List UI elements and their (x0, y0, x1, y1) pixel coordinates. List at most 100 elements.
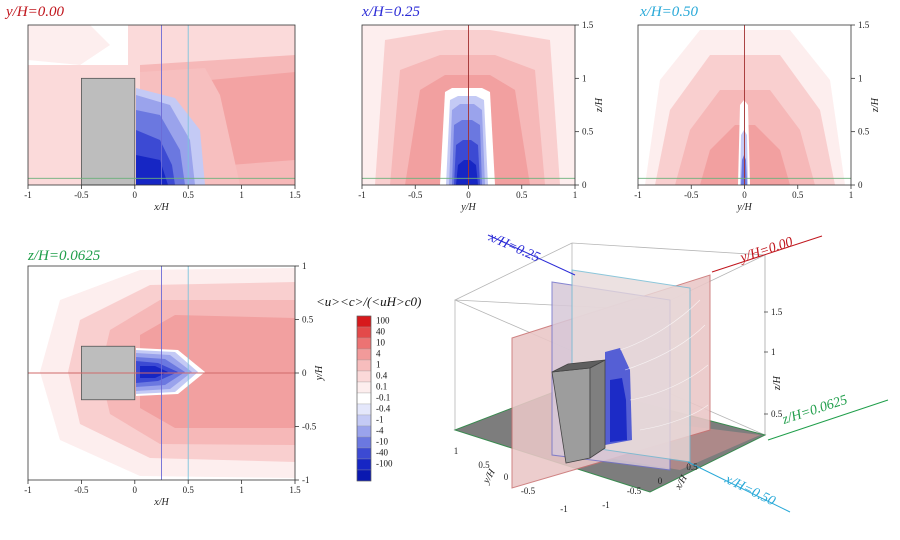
colorbar-level: 0.4 (376, 371, 388, 381)
colorbar-swatch (356, 337, 372, 350)
x-tick-label: 1 (239, 485, 244, 495)
colorbar-swatch (356, 348, 372, 361)
colorbar-swatch (356, 425, 372, 438)
perspective-view: x/H=0.25 y/H=0.00 z/H=0.0625 x/H=0.50 0.… (453, 230, 889, 514)
perspective-y-tick: -0.5 (521, 486, 536, 496)
colorbar-level: 1 (376, 360, 381, 370)
perspective-y-tick: 0.5 (478, 460, 490, 470)
x-tick-label: 0 (133, 190, 138, 200)
panel-y-000: -1 -0.5 0 0.5 1 1.5 x/H y/H=0.00 (4, 4, 301, 213)
colorbar-frame (356, 315, 372, 482)
colorbar-level: -0.4 (376, 404, 391, 414)
x-tick-label: -0.5 (684, 190, 699, 200)
perspective-contours (619, 299, 709, 431)
perspective-y-tick: 1 (454, 446, 459, 456)
panel-y-000-title: y/H=0.00 (4, 4, 65, 20)
x-axis-label: y/H (460, 202, 476, 213)
colorbar-title: <u><c>/(<uH>c0) (316, 294, 421, 309)
y-axis-label: z/H (594, 97, 605, 113)
building-top (551, 359, 606, 373)
x-axis-label: x/H (153, 497, 169, 508)
y-tick-label: 0 (582, 180, 587, 190)
y-tick-label: 0 (302, 368, 307, 378)
colorbar-level: -100 (376, 459, 393, 469)
perspective-y-tick: 0 (504, 472, 509, 482)
perspective-x-tick: 0 (658, 476, 663, 486)
axes-frame (27, 24, 296, 186)
y-tick-label: 0.5 (302, 315, 314, 325)
panel-x-050-title: x/H=0.50 (639, 4, 699, 20)
y-tick-label: 0.5 (582, 127, 594, 137)
colorbar-level: 0.1 (376, 382, 387, 392)
y-tick-label: 1 (302, 261, 307, 271)
y-axis-label: y/H (314, 365, 325, 381)
x-tick-label: 0.5 (183, 190, 195, 200)
x-tick-label: 1 (849, 190, 854, 200)
x-tick-label: 0 (742, 190, 747, 200)
panel-z-00625-title: z/H=0.0625 (27, 248, 101, 264)
colorbar-level: -4 (376, 426, 384, 436)
y-tick-label: 1.5 (858, 20, 870, 30)
x-axis-label: x/H (153, 202, 169, 213)
x-tick-label: 0.5 (183, 485, 195, 495)
colorbar-swatch (356, 359, 372, 372)
perspective-x-tick: -1 (602, 500, 610, 510)
y-axis-label: z/H (870, 97, 881, 113)
perspective-label-y000: y/H=0.00 (737, 235, 795, 267)
panel-x-050: -1 -0.5 0 0.5 1 y/H 0 0.5 1 1.5 z/H x/H=0.50 (634, 4, 881, 213)
colorbar-level: -0.1 (376, 393, 390, 403)
colorbar: <u><c>/(<uH>c0) 1004010410.40.1-0.1-0.4-… (316, 294, 421, 482)
colorbar-swatch (356, 392, 372, 405)
colorbar-level: 40 (376, 327, 386, 337)
x-tick-label: -0.5 (74, 190, 89, 200)
x-tick-label: 0 (133, 485, 138, 495)
colorbar-swatch (356, 414, 372, 427)
colorbar-swatch (356, 370, 372, 383)
panel-x-025: -1 -0.5 0 0.5 1 y/H 0 0.5 1 1.5 z/H x/H=0.25 (358, 4, 605, 213)
colorbar-swatch (356, 403, 372, 416)
x-tick-label: 1 (239, 190, 244, 200)
y-tick-label: 0 (858, 180, 863, 190)
panel-x-025-title: x/H=0.25 (361, 4, 421, 20)
colorbar-swatch (356, 447, 372, 460)
colorbar-swatch (356, 436, 372, 449)
building-rect (81, 77, 136, 186)
colorbar-level: -40 (376, 448, 388, 458)
perspective-z-tick: 1 (771, 347, 776, 357)
y-tick-label: 1 (858, 73, 863, 83)
x-tick-label: -1 (24, 190, 32, 200)
x-axis-label: y/H (736, 202, 752, 213)
perspective-z-label: z/H (772, 375, 783, 391)
y-tick-label: 1.5 (582, 20, 594, 30)
y-tick-label: 0.5 (858, 127, 870, 137)
colorbar-swatch (356, 458, 372, 471)
x-tick-label: 0.5 (516, 190, 528, 200)
x-tick-label: 0 (466, 190, 471, 200)
x-tick-label: 0.5 (792, 190, 804, 200)
y-tick-label: -1 (302, 475, 310, 485)
x-tick-label: -1 (24, 485, 32, 495)
perspective-label-x050: x/H=0.50 (721, 472, 777, 510)
x-tick-label: -1 (358, 190, 366, 200)
colorbar-swatch (356, 326, 372, 339)
colorbar-level: 100 (376, 316, 390, 326)
colorbar-level: -10 (376, 437, 388, 447)
perspective-wake-core (610, 378, 627, 442)
panel-x-050-field (638, 25, 851, 185)
y-tick-label: 1 (582, 73, 587, 83)
x-tick-label: -0.5 (408, 190, 423, 200)
perspective-z-tick: 1.5 (771, 307, 783, 317)
x-tick-label: 1.5 (289, 485, 301, 495)
perspective-x-tick: -0.5 (627, 486, 642, 496)
colorbar-swatch (356, 315, 372, 328)
perspective-y-tick: -1 (560, 504, 568, 514)
colorbar-swatch (356, 469, 372, 482)
x-tick-label: 1 (573, 190, 578, 200)
perspective-x-tick: 0.5 (686, 462, 698, 472)
x-tick-label: 1.5 (289, 190, 301, 200)
colorbar-swatch (356, 381, 372, 394)
perspective-label-z00625: z/H=0.0625 (780, 393, 850, 428)
perspective-z-tick: 0.5 (771, 409, 783, 419)
x-tick-label: -0.5 (74, 485, 89, 495)
